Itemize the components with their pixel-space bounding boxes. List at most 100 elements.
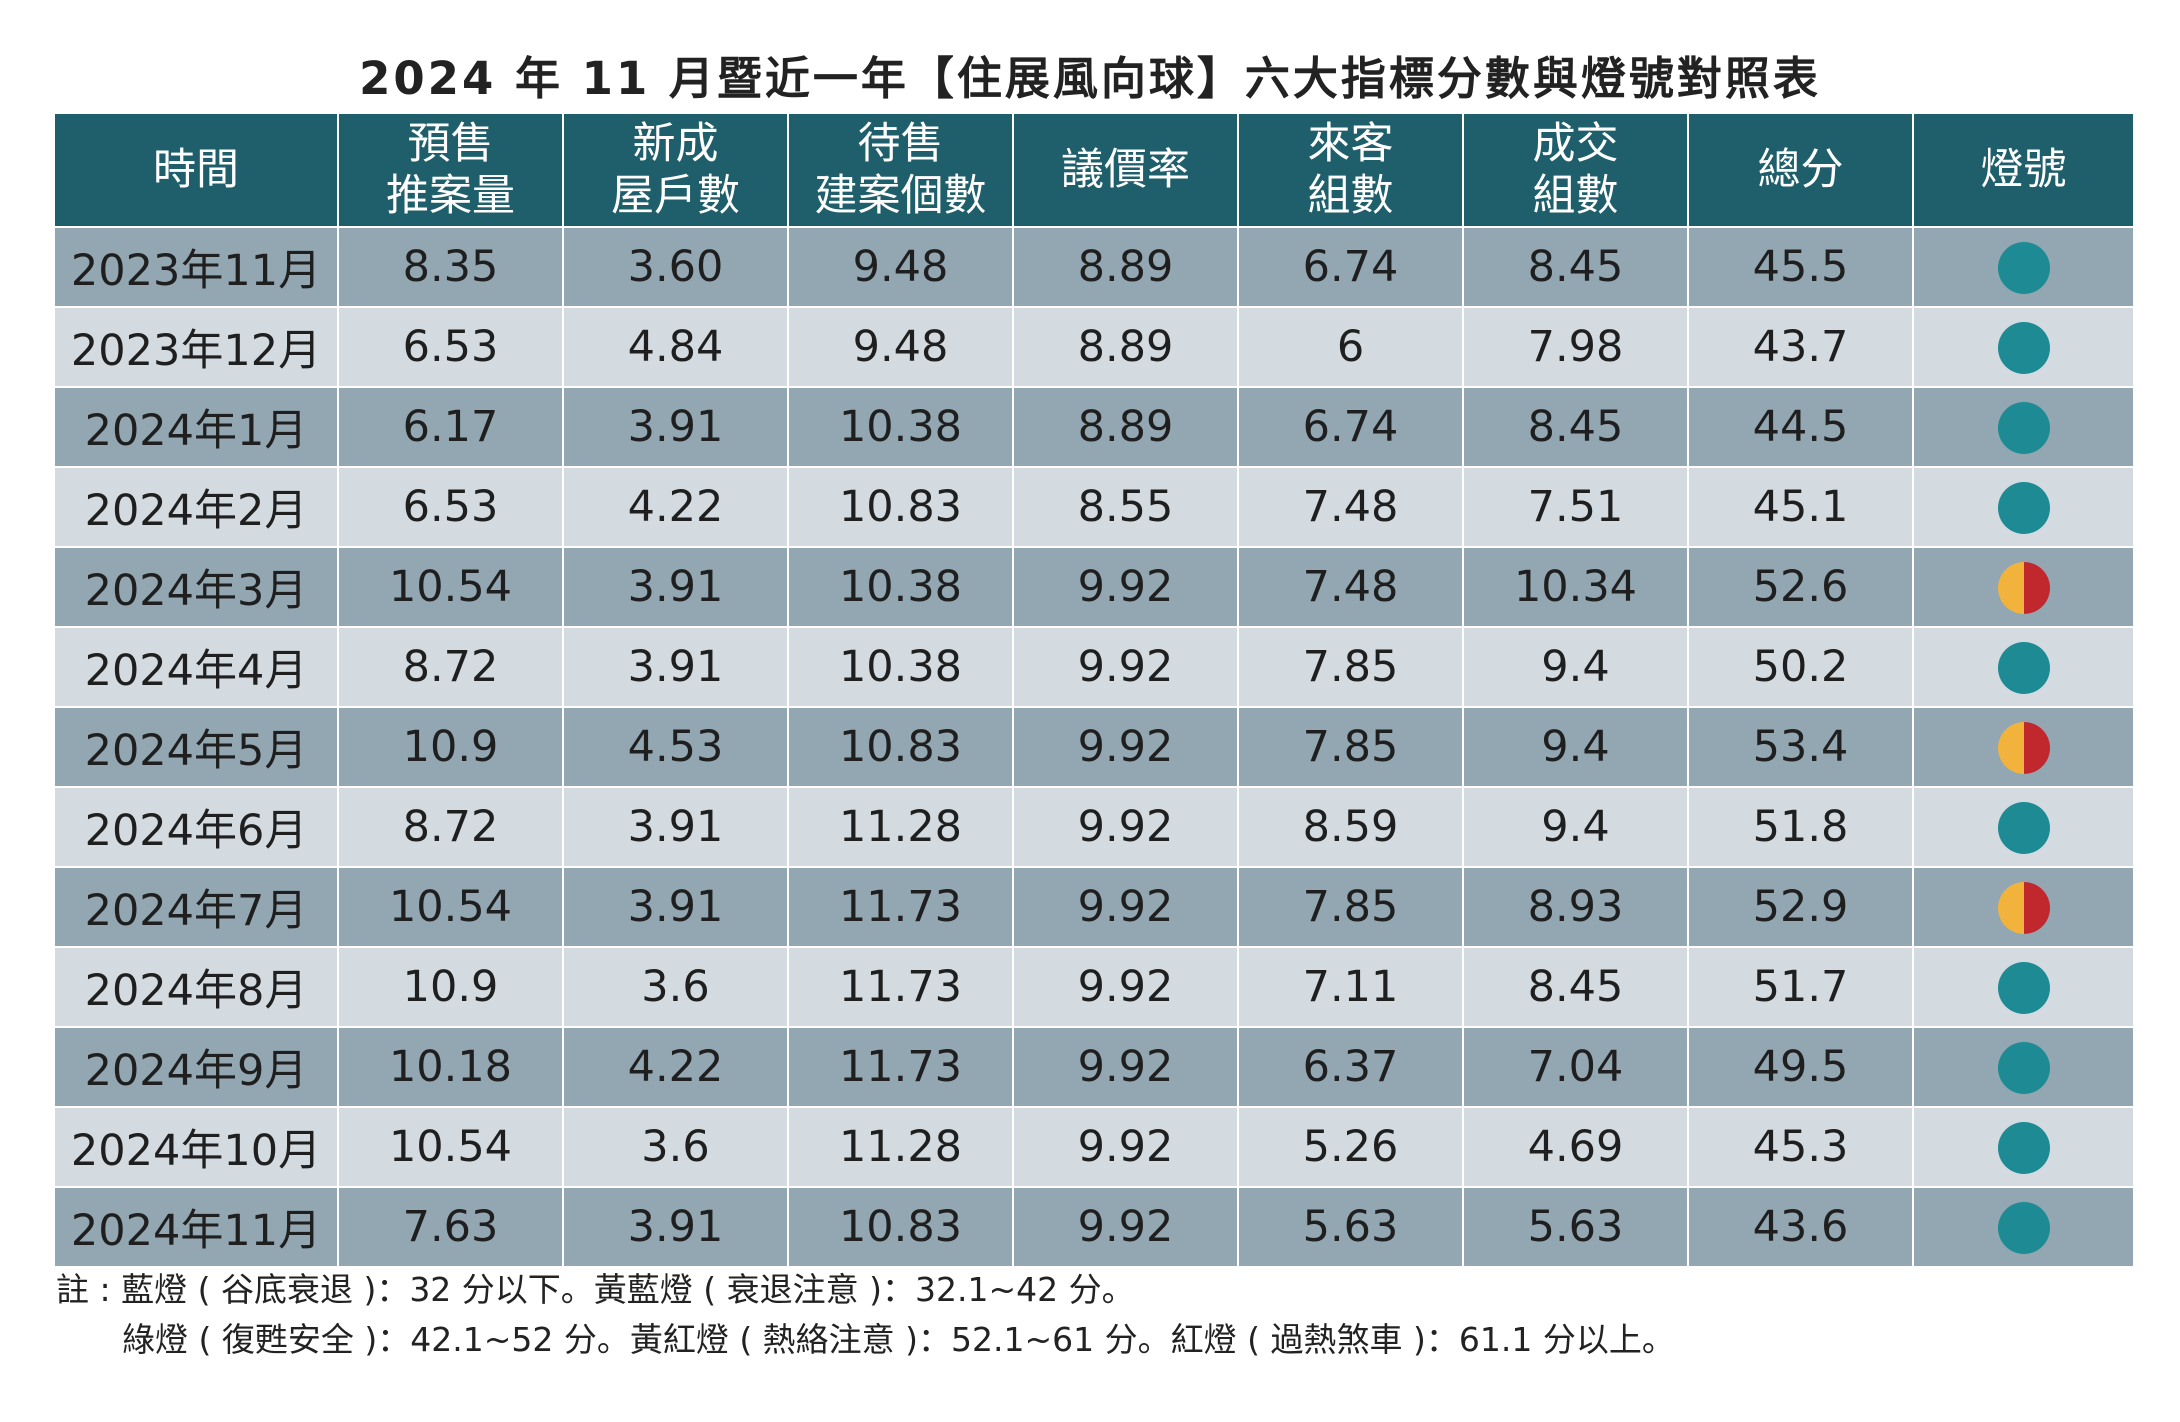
- value-cell: 3.91: [562, 866, 789, 948]
- column-header: 時間: [53, 112, 339, 228]
- lamp-cell: [1912, 1106, 2135, 1188]
- value-cell: 4.84: [562, 306, 789, 388]
- value-cell: 6.53: [337, 466, 564, 548]
- value-cell: 10.54: [337, 1106, 564, 1188]
- value-cell: 5.26: [1237, 1106, 1464, 1188]
- value-cell: 7.85: [1237, 626, 1464, 708]
- time-cell: 2024年5月: [53, 706, 339, 788]
- blue-lamp-icon: [1997, 961, 2050, 1014]
- column-header-line: 屋戶數: [611, 171, 740, 221]
- value-cell: 8.89: [1012, 306, 1239, 388]
- time-cell: 2024年8月: [53, 946, 339, 1028]
- value-cell: 8.59: [1237, 786, 1464, 868]
- value-cell: 11.28: [787, 786, 1014, 868]
- value-cell: 6.53: [337, 306, 564, 388]
- time-cell: 2024年4月: [53, 626, 339, 708]
- time-cell: 2023年11月: [53, 226, 339, 308]
- value-cell: 10.38: [787, 626, 1014, 708]
- value-cell: 3.6: [562, 1106, 789, 1188]
- yellow-red-lamp-icon: [1997, 881, 2050, 934]
- lamp-cell: [1912, 386, 2135, 468]
- value-cell: 50.2: [1687, 626, 1914, 708]
- column-header: 待售 建案個數: [787, 112, 1014, 228]
- value-cell: 9.48: [787, 306, 1014, 388]
- value-cell: 3.91: [562, 626, 789, 708]
- blue-lamp-icon: [1997, 1121, 2050, 1174]
- time-cell: 2024年11月: [53, 1186, 339, 1268]
- blue-lamp-icon: [1997, 321, 2050, 374]
- column-header-line: 組數: [1532, 171, 1619, 221]
- table-row: 2024年7月 10.54 3.91 11.73 9.92 7.85 8.93 52.9: [53, 866, 2135, 948]
- column-header-line: 總分: [1757, 145, 1844, 195]
- value-cell: 10.38: [787, 386, 1014, 468]
- time-cell: 2024年10月: [53, 1106, 339, 1188]
- table-row: 2024年11月 7.63 3.91 10.83 9.92 5.63 5.63 43.6: [53, 1186, 2135, 1268]
- value-cell: 8.35: [337, 226, 564, 308]
- column-header-line: 成交: [1532, 119, 1619, 169]
- value-cell: 7.98: [1462, 306, 1689, 388]
- blue-lamp-icon: [1997, 1041, 2050, 1094]
- value-cell: 7.51: [1462, 466, 1689, 548]
- lamp-cell: [1912, 226, 2135, 308]
- value-cell: 6.74: [1237, 386, 1464, 468]
- value-cell: 8.93: [1462, 866, 1689, 948]
- value-cell: 7.85: [1237, 866, 1464, 948]
- value-cell: 8.45: [1462, 946, 1689, 1028]
- footnote-line-1: 註 : 藍燈 ( 谷底衰退 )：32 分以下。黃藍燈 ( 衰退注意 )：32.1…: [56, 1270, 1135, 1309]
- value-cell: 3.91: [562, 546, 789, 628]
- value-cell: 10.38: [787, 546, 1014, 628]
- column-header: 議價率: [1012, 112, 1239, 228]
- lamp-cell: [1912, 1186, 2135, 1268]
- value-cell: 6.37: [1237, 1026, 1464, 1108]
- value-cell: 8.55: [1012, 466, 1239, 548]
- value-cell: 9.4: [1462, 786, 1689, 868]
- column-header-line: 建案個數: [814, 171, 987, 221]
- column-header-line: 預售: [407, 119, 494, 169]
- value-cell: 10.34: [1462, 546, 1689, 628]
- value-cell: 5.63: [1462, 1186, 1689, 1268]
- value-cell: 5.63: [1237, 1186, 1464, 1268]
- value-cell: 9.92: [1012, 1106, 1239, 1188]
- value-cell: 8.72: [337, 786, 564, 868]
- lamp-cell: [1912, 306, 2135, 388]
- value-cell: 9.92: [1012, 866, 1239, 948]
- column-header-line: 推案量: [386, 171, 515, 221]
- value-cell: 9.92: [1012, 626, 1239, 708]
- value-cell: 9.4: [1462, 706, 1689, 788]
- value-cell: 9.92: [1012, 1186, 1239, 1268]
- value-cell: 11.73: [787, 1026, 1014, 1108]
- column-header: 成交 組數: [1462, 112, 1689, 228]
- value-cell: 4.53: [562, 706, 789, 788]
- value-cell: 45.1: [1687, 466, 1914, 548]
- value-cell: 10.54: [337, 866, 564, 948]
- column-header-line: 待售: [857, 119, 944, 169]
- value-cell: 7.11: [1237, 946, 1464, 1028]
- value-cell: 9.48: [787, 226, 1014, 308]
- value-cell: 11.73: [787, 946, 1014, 1028]
- value-cell: 44.5: [1687, 386, 1914, 468]
- value-cell: 53.4: [1687, 706, 1914, 788]
- lamp-cell: [1912, 466, 2135, 548]
- value-cell: 10.18: [337, 1026, 564, 1108]
- lamp-cell: [1912, 626, 2135, 708]
- value-cell: 8.89: [1012, 226, 1239, 308]
- value-cell: 52.9: [1687, 866, 1914, 948]
- value-cell: 7.04: [1462, 1026, 1689, 1108]
- table-row: 2024年9月 10.18 4.22 11.73 9.92 6.37 7.04 49.5: [53, 1026, 2135, 1108]
- yellow-red-lamp-icon: [1997, 721, 2050, 774]
- lamp-cell: [1912, 866, 2135, 948]
- lamp-cell: [1912, 706, 2135, 788]
- blue-lamp-icon: [1997, 801, 2050, 854]
- value-cell: 45.3: [1687, 1106, 1914, 1188]
- time-cell: 2024年9月: [53, 1026, 339, 1108]
- value-cell: 9.92: [1012, 546, 1239, 628]
- column-header-line: 燈號: [1980, 145, 2067, 195]
- column-header: 總分: [1687, 112, 1914, 228]
- time-cell: 2024年1月: [53, 386, 339, 468]
- column-header-line: 議價率: [1061, 145, 1190, 195]
- value-cell: 8.72: [337, 626, 564, 708]
- value-cell: 9.92: [1012, 786, 1239, 868]
- table-row: 2024年8月 10.9 3.6 11.73 9.92 7.11 8.45 51.7: [53, 946, 2135, 1028]
- time-cell: 2024年7月: [53, 866, 339, 948]
- value-cell: 3.91: [562, 786, 789, 868]
